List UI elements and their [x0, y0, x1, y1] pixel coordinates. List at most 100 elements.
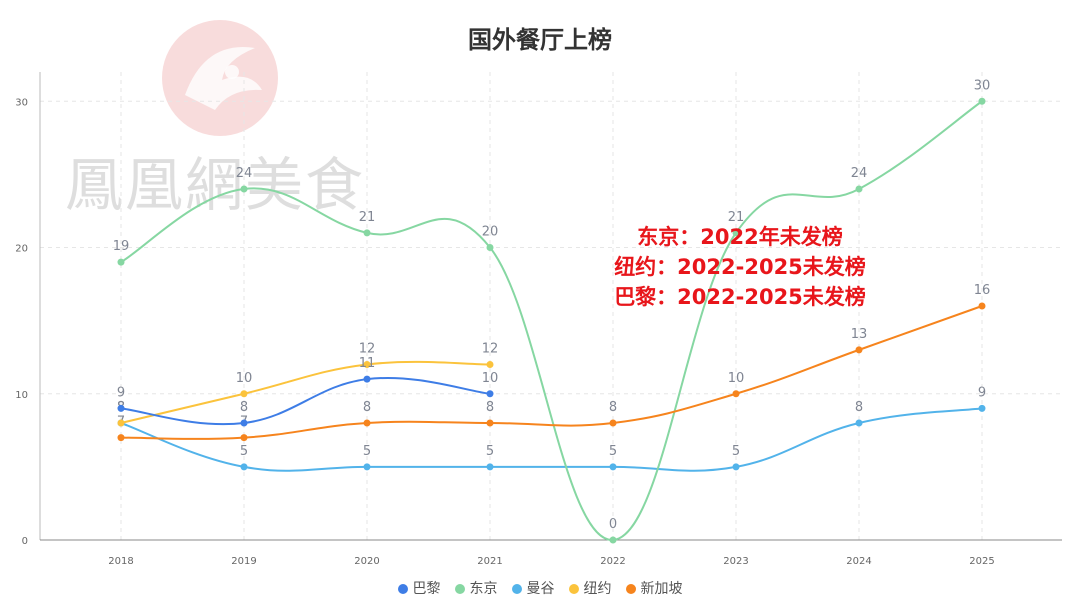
legend-item[interactable]: 纽约	[568, 578, 612, 598]
legend-item[interactable]: 曼谷	[511, 578, 555, 598]
data-point	[609, 536, 617, 544]
data-label: 5	[732, 444, 740, 459]
data-point	[117, 404, 125, 412]
chart-title: 国外餐厅上榜	[468, 26, 612, 54]
data-label: 8	[486, 400, 494, 415]
data-label: 9	[978, 385, 986, 400]
legend-label: 新加坡	[640, 581, 683, 597]
data-label: 5	[363, 444, 371, 459]
x-tick-label: 2025	[969, 556, 994, 567]
series-line-0	[120, 376, 491, 426]
data-point	[240, 419, 248, 427]
data-label: 11	[359, 356, 376, 371]
data-label: 10	[236, 371, 253, 386]
x-tick-label: 2024	[846, 556, 871, 567]
data-point	[240, 390, 248, 398]
x-tick-label: 2021	[477, 556, 502, 567]
data-label: 12	[482, 342, 499, 357]
y-tick-label: 30	[15, 97, 28, 108]
data-point	[486, 463, 494, 471]
data-label: 8	[609, 400, 617, 415]
data-label: 8	[363, 400, 371, 415]
watermark-text: 鳳凰網美食	[65, 151, 365, 219]
series-layer: 8555558919242120021243077888101316810121…	[113, 78, 991, 544]
data-point	[609, 419, 617, 427]
data-label: 30	[974, 78, 991, 93]
annotation-paris: 巴黎：2022-2025未发榜	[614, 285, 866, 309]
data-point	[486, 390, 494, 398]
data-point	[363, 361, 371, 368]
data-point	[363, 375, 371, 383]
data-point	[855, 419, 863, 427]
legend-label: 纽约	[583, 581, 612, 597]
series-line-2	[120, 407, 983, 472]
legend-label: 曼谷	[526, 581, 555, 597]
data-point	[732, 463, 740, 471]
x-tick-label: 2022	[600, 556, 625, 567]
legend-marker	[511, 584, 522, 594]
data-label: 10	[728, 371, 745, 386]
data-label: 24	[851, 166, 868, 181]
data-label: 8	[855, 400, 863, 415]
legend-marker	[625, 584, 636, 594]
data-point	[363, 229, 371, 237]
data-label: 12	[359, 342, 376, 357]
data-point	[117, 434, 125, 442]
data-point	[363, 419, 371, 427]
data-point	[855, 185, 863, 193]
y-tick-label: 0	[22, 536, 28, 547]
data-point	[609, 463, 617, 471]
data-label: 10	[482, 371, 499, 386]
data-label: 24	[236, 166, 253, 181]
series-line-4	[120, 305, 983, 440]
legend: 巴黎 东京 曼谷 纽约 新加坡	[0, 578, 1080, 598]
legend-item[interactable]: 巴黎	[397, 578, 441, 598]
data-point	[486, 419, 494, 427]
y-tick-label: 10	[15, 390, 28, 401]
data-label: 8	[240, 400, 248, 415]
data-point	[732, 390, 740, 398]
data-label: 5	[609, 444, 617, 459]
legend-marker	[454, 584, 465, 594]
annotation-newyork: 纽约：2022-2025未发榜	[614, 255, 866, 279]
annotation-tokyo: 东京：2022年未发榜	[637, 225, 843, 249]
data-label: 20	[482, 225, 499, 240]
x-tick-label: 2019	[231, 556, 256, 567]
data-point	[855, 346, 863, 354]
legend-label: 东京	[469, 581, 498, 597]
data-label: 21	[728, 210, 745, 225]
data-point	[486, 361, 494, 368]
data-point	[117, 258, 125, 266]
data-point	[978, 404, 986, 412]
data-label: 16	[974, 283, 991, 298]
y-tick-label: 20	[15, 244, 28, 255]
data-point	[240, 434, 248, 442]
x-tick-label: 2023	[723, 556, 748, 567]
legend-label: 巴黎	[412, 581, 441, 597]
data-point	[363, 463, 371, 471]
series-line-3	[120, 360, 491, 424]
data-point	[240, 463, 248, 471]
legend-item[interactable]: 新加坡	[625, 578, 683, 598]
grid-lines	[40, 72, 1062, 540]
data-point	[486, 244, 494, 251]
data-label: 13	[851, 327, 868, 342]
data-label: 9	[117, 385, 125, 400]
legend-marker	[397, 584, 408, 594]
data-point	[978, 302, 986, 310]
data-label: 5	[240, 444, 248, 459]
legend-item[interactable]: 东京	[454, 578, 498, 598]
data-label: 21	[359, 210, 376, 225]
data-label: 0	[609, 517, 617, 532]
data-point	[732, 229, 740, 237]
data-point	[117, 419, 125, 427]
data-label: 5	[486, 444, 494, 459]
phoenix-logo-watermark: 鳳凰網美食	[65, 20, 365, 219]
x-tick-label: 2020	[354, 556, 379, 567]
data-label: 19	[113, 239, 130, 254]
data-point	[240, 185, 248, 193]
x-tick-label: 2018	[108, 556, 133, 567]
series-line-1	[120, 100, 983, 542]
legend-marker	[568, 584, 579, 594]
